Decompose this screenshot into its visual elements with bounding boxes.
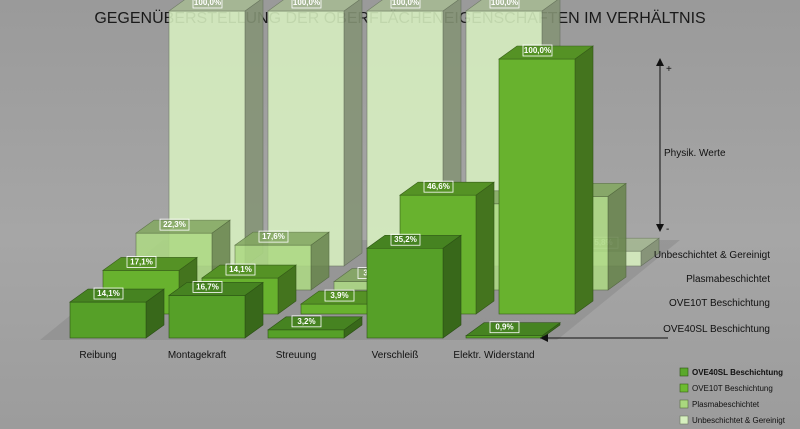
bar-unbeschichtet-gereinigt-montagekraft-value-label: 100,0% xyxy=(293,0,320,7)
bar-ove10t-beschichtung-elektr-widerstand-label-box xyxy=(522,44,553,57)
bar-ove40sl-beschichtung-streuung-front xyxy=(267,329,345,339)
bar-ove40sl-beschichtung-verschlei--front xyxy=(366,247,444,339)
series-axis-label: OVE10T Beschichtung xyxy=(669,298,770,309)
legend: OVE40SL Beschichtung OVE10T Beschichtung P… xyxy=(679,367,786,425)
bar-ove10t-beschichtung-montagekraft-label-box xyxy=(225,263,256,276)
bar-ove40sl-beschichtung-verschlei--top xyxy=(366,234,462,249)
bar-ove10t-beschichtung-elektr-widerstand: 100,0% xyxy=(498,44,594,315)
bar-unbeschichtet-gereinigt-reibung-value-label: 100,0% xyxy=(194,0,221,7)
bar-ove40sl-beschichtung-montagekraft: 16,7% xyxy=(168,281,264,339)
legend-swatch xyxy=(679,383,689,393)
bar-unbeschichtet-gereinigt-streuung-label-box xyxy=(390,0,421,9)
bar-ove40sl-beschichtung-montagekraft-front xyxy=(168,295,246,339)
bar-ove40sl-beschichtung-reibung-label-box xyxy=(93,287,124,300)
series-axis-label: Plasmabeschichtet xyxy=(686,274,770,285)
bar-plasmabeschichtet-reibung-top xyxy=(135,219,231,234)
category-label: Streuung xyxy=(276,350,317,361)
bar-unbeschichtet-gereinigt-verschlei--top xyxy=(465,0,558,12)
bar-unbeschichtet-gereinigt-streuung-value-label: 100,0% xyxy=(392,0,419,7)
legend-entry: Plasmabeschichtet xyxy=(692,400,760,409)
category-label: Reibung xyxy=(79,350,116,361)
bar-plasmabeschichtet-montagekraft-top xyxy=(234,231,330,246)
bar-ove10t-beschichtung-elektr-widerstand-top xyxy=(498,45,594,60)
bar-ove40sl-beschichtung-reibung-value-label: 14,1% xyxy=(97,289,120,298)
bar-ove40sl-beschichtung-reibung-top xyxy=(69,288,165,303)
bar-ove10t-beschichtung-streuung-front xyxy=(300,303,378,315)
legend-swatch xyxy=(679,415,689,425)
category-label: Elektr. Widerstand xyxy=(453,350,534,361)
category-labels: Reibung Montagekraft Streuung Verschleiß Ele… xyxy=(79,350,534,361)
bar-ove40sl-beschichtung-montagekraft-label-box xyxy=(192,281,223,293)
legend-entry: OVE40SL Beschichtung xyxy=(692,368,783,377)
bar-ove10t-beschichtung-verschlei--top xyxy=(399,181,495,196)
bar-ove40sl-beschichtung-montagekraft-value-label: 16,7% xyxy=(196,282,219,291)
bar-ove40sl-beschichtung-verschlei--side xyxy=(442,234,462,339)
bar-ove40sl-beschichtung-elektr-widerstand-value-label: 0,9% xyxy=(495,323,513,332)
bar-unbeschichtet-gereinigt-reibung-label-box xyxy=(192,0,223,9)
bar-ove40sl-beschichtung-elektr-widerstand-label-box xyxy=(489,321,520,334)
depth-axis-arrowhead xyxy=(540,334,548,342)
bar-plasmabeschichtet-montagekraft-value-label: 17,6% xyxy=(262,232,285,241)
series-axis-label: OVE40SL Beschichtung xyxy=(663,324,770,335)
category-label: Montagekraft xyxy=(168,350,227,361)
legend-entry: OVE10T Beschichtung xyxy=(692,384,773,393)
bar-ove10t-beschichtung-montagekraft-value-label: 14,1% xyxy=(229,265,252,274)
bar-unbeschichtet-gereinigt-streuung-top xyxy=(366,0,459,12)
bar-plasmabeschichtet-montagekraft-label-box xyxy=(258,230,289,243)
bar-ove10t-beschichtung-elektr-widerstand-front xyxy=(498,58,576,315)
series-axis-labels: OVE40SL Beschichtung OVE10T Beschichtung P… xyxy=(540,250,770,342)
bar-plasmabeschichtet-reibung-value-label: 22,3% xyxy=(163,220,186,229)
bar-ove10t-beschichtung-verschlei--value-label: 46,6% xyxy=(427,182,450,191)
bar-ove40sl-beschichtung-verschlei-: 35,2% xyxy=(366,233,462,339)
axis-minus-label: - xyxy=(666,224,669,235)
bar-ove10t-beschichtung-verschlei--label-box xyxy=(423,180,454,193)
bar-ove40sl-beschichtung-streuung-label-box xyxy=(291,315,322,328)
bar-unbeschichtet-gereinigt-montagekraft-top xyxy=(267,0,360,12)
bar-ove10t-beschichtung-verschlei--side xyxy=(475,181,495,315)
bar-unbeschichtet-gereinigt-reibung-side xyxy=(244,0,264,267)
bar-unbeschichtet-gereinigt-verschlei--label-box xyxy=(489,0,520,9)
bar-ove10t-beschichtung-elektr-widerstand-side xyxy=(574,45,594,315)
bar-ove40sl-beschichtung-streuung-top xyxy=(267,316,363,331)
bar-ove10t-beschichtung-streuung-value-label: 3,9% xyxy=(330,291,348,300)
bar-ove40sl-beschichtung-elektr-widerstand: 0,9% xyxy=(465,321,561,339)
value-axis-title: Physik. Werte xyxy=(664,148,726,159)
bar-ove40sl-beschichtung-reibung: 14,1% xyxy=(69,287,165,339)
bar-ove10t-beschichtung-montagekraft-top xyxy=(201,264,297,279)
bar-ove40sl-beschichtung-streuung: 3,2% xyxy=(267,315,363,339)
bar-ove10t-beschichtung-streuung-label-box xyxy=(324,289,355,302)
category-label: Verschleiß xyxy=(372,350,419,361)
bar-ove40sl-beschichtung-elektr-widerstand-front xyxy=(465,335,543,339)
bar-ove40sl-beschichtung-verschlei--value-label: 35,2% xyxy=(394,235,417,244)
bar-ove10t-beschichtung-elektr-widerstand-value-label: 100,0% xyxy=(524,46,551,55)
bar-ove10t-beschichtung-reibung-value-label: 17,1% xyxy=(130,257,153,266)
bar-ove10t-beschichtung-reibung-label-box xyxy=(126,255,157,268)
bar-unbeschichtet-gereinigt-montagekraft-side xyxy=(343,0,363,267)
legend-swatch xyxy=(679,399,689,409)
bar-ove40sl-beschichtung-elektr-widerstand-top xyxy=(465,322,561,337)
bar-unbeschichtet-gereinigt-verschlei--value-label: 100,0% xyxy=(491,0,518,7)
bar-ove40sl-beschichtung-reibung-front xyxy=(69,301,147,339)
axis-plus-label: + xyxy=(666,64,672,75)
bar-plasmabeschichtet-elektr-widerstand-side xyxy=(607,182,627,291)
series-axis-label: Unbeschichtet & Gereinigt xyxy=(654,250,770,261)
bars-group: 5,8%100,0%100,0%100,0%100,0%36,7%33,8%3,… xyxy=(69,0,660,339)
bar-ove40sl-beschichtung-verschlei--label-box xyxy=(390,233,421,246)
bar-ove40sl-beschichtung-montagekraft-top xyxy=(168,282,264,296)
bar-ove10t-beschichtung-reibung-top xyxy=(102,257,198,271)
bar-unbeschichtet-gereinigt-montagekraft-label-box xyxy=(291,0,322,9)
bar-ove40sl-beschichtung-streuung-value-label: 3,2% xyxy=(297,317,315,326)
legend-swatch xyxy=(679,367,689,377)
bar-unbeschichtet-gereinigt-montagekraft-front xyxy=(267,10,345,267)
bar-unbeschichtet-gereinigt-montagekraft: 100,0% xyxy=(267,0,363,267)
bar-unbeschichtet-gereinigt-reibung-top xyxy=(168,0,261,12)
bar-plasmabeschichtet-reibung-label-box xyxy=(159,218,190,231)
legend-entry: Unbeschichtet & Gereinigt xyxy=(692,416,786,425)
